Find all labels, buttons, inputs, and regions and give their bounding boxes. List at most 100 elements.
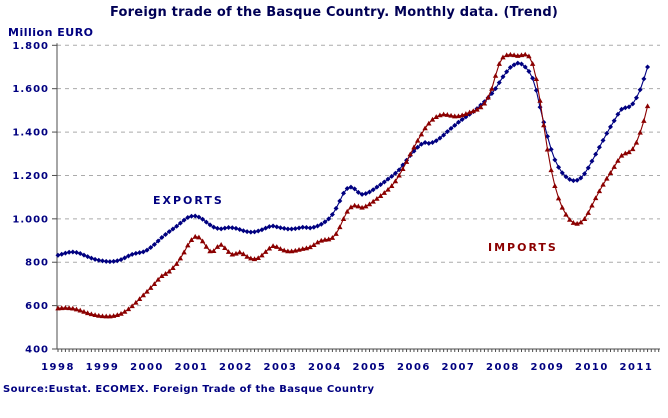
diamond-marker xyxy=(74,249,80,255)
triangle-marker xyxy=(148,285,154,290)
triangle-marker xyxy=(262,249,269,254)
triangle-marker xyxy=(567,217,573,222)
triangle-marker xyxy=(526,53,532,59)
triangle-marker xyxy=(103,313,109,319)
diamond-marker xyxy=(192,213,198,219)
diamond-marker xyxy=(593,151,599,157)
diamond-marker xyxy=(530,75,536,81)
y-tick-label-1000: 1.000 xyxy=(12,214,49,225)
diamond-marker xyxy=(322,219,328,225)
triangle-marker xyxy=(492,72,499,78)
triangle-marker xyxy=(114,312,121,318)
triangle-marker xyxy=(541,122,547,128)
diamond-marker xyxy=(374,184,380,190)
diamond-marker xyxy=(174,223,180,229)
y-tick-label-400: 400 xyxy=(25,345,49,356)
diamond-marker xyxy=(326,216,332,222)
diamond-marker xyxy=(441,132,447,138)
diamond-marker xyxy=(600,137,606,143)
diamond-marker xyxy=(396,167,402,173)
diamond-marker xyxy=(70,249,76,255)
triangle-marker xyxy=(485,94,491,100)
x-tick-label-2006: 2006 xyxy=(397,362,431,373)
diamond-marker xyxy=(430,139,436,145)
diamond-marker xyxy=(496,80,502,86)
diamond-marker xyxy=(66,249,72,255)
triangle-marker xyxy=(533,76,540,82)
diamond-marker xyxy=(296,225,302,231)
diamond-marker xyxy=(418,141,424,147)
diamond-marker xyxy=(341,190,347,196)
diamond-marker xyxy=(507,64,513,70)
triangle-marker xyxy=(433,114,439,119)
diamond-marker xyxy=(437,135,443,141)
triangle-marker xyxy=(329,235,336,240)
diamond-marker xyxy=(177,220,183,226)
triangle-marker xyxy=(125,306,132,312)
diamond-marker xyxy=(144,247,150,253)
triangle-marker xyxy=(644,103,651,109)
triangle-marker xyxy=(470,108,476,114)
x-tick-label-2011: 2011 xyxy=(620,362,654,373)
diamond-marker xyxy=(344,185,350,191)
diamond-marker xyxy=(348,184,354,190)
diamond-marker xyxy=(578,175,584,181)
imports-series-label: IMPORTS xyxy=(488,241,558,254)
diamond-marker xyxy=(381,179,387,185)
triangle-marker xyxy=(396,172,402,178)
triangle-marker xyxy=(159,273,165,278)
series-exports-line xyxy=(57,62,649,263)
triangle-marker xyxy=(463,111,469,116)
diamond-marker xyxy=(237,226,243,232)
triangle-marker xyxy=(366,201,373,207)
diamond-marker xyxy=(281,225,287,231)
triangle-marker xyxy=(62,305,69,310)
diamond-marker xyxy=(504,69,510,75)
diamond-marker xyxy=(596,144,602,150)
triangle-marker xyxy=(266,245,273,251)
triangle-marker xyxy=(578,219,584,225)
triangle-marker xyxy=(225,249,232,254)
triangle-marker xyxy=(203,243,210,249)
triangle-marker xyxy=(207,248,213,254)
diamond-marker xyxy=(522,64,528,70)
diamond-marker xyxy=(96,257,102,263)
diamond-marker xyxy=(389,173,395,179)
diamond-marker xyxy=(352,186,358,192)
triangle-marker xyxy=(537,97,543,103)
diamond-marker xyxy=(363,191,369,197)
diamond-marker xyxy=(140,249,146,255)
diamond-marker xyxy=(207,222,213,228)
diamond-marker xyxy=(274,224,280,230)
y-tick-label-1400: 1.400 xyxy=(12,128,49,139)
triangle-marker xyxy=(248,255,254,261)
triangle-marker xyxy=(151,281,158,287)
triangle-marker xyxy=(574,220,580,226)
diamond-marker xyxy=(548,146,554,152)
triangle-marker xyxy=(589,202,595,208)
x-tick-label-1999: 1999 xyxy=(86,362,120,373)
triangle-marker xyxy=(407,151,413,157)
triangle-marker xyxy=(340,216,347,221)
triangle-marker xyxy=(314,239,321,245)
x-tick-label-1998: 1998 xyxy=(41,362,75,373)
diamond-marker xyxy=(99,258,105,264)
diamond-marker xyxy=(214,225,220,231)
diamond-marker xyxy=(337,198,343,204)
triangle-marker xyxy=(414,137,421,143)
triangle-marker xyxy=(274,244,280,249)
diamond-marker xyxy=(392,170,398,176)
triangle-marker xyxy=(444,112,451,117)
diamond-marker xyxy=(500,74,506,80)
triangle-marker xyxy=(466,109,473,115)
triangle-marker xyxy=(81,308,87,314)
diamond-marker xyxy=(448,125,454,131)
triangle-marker xyxy=(181,249,187,255)
diamond-marker xyxy=(163,231,169,237)
triangle-marker xyxy=(166,268,172,274)
source-note: Source:Eustat. ECOMEX. Foreign Trade of … xyxy=(3,384,375,395)
triangle-marker xyxy=(622,150,629,156)
triangle-marker xyxy=(581,216,588,221)
diamond-marker xyxy=(240,228,246,234)
triangle-marker xyxy=(544,146,551,152)
